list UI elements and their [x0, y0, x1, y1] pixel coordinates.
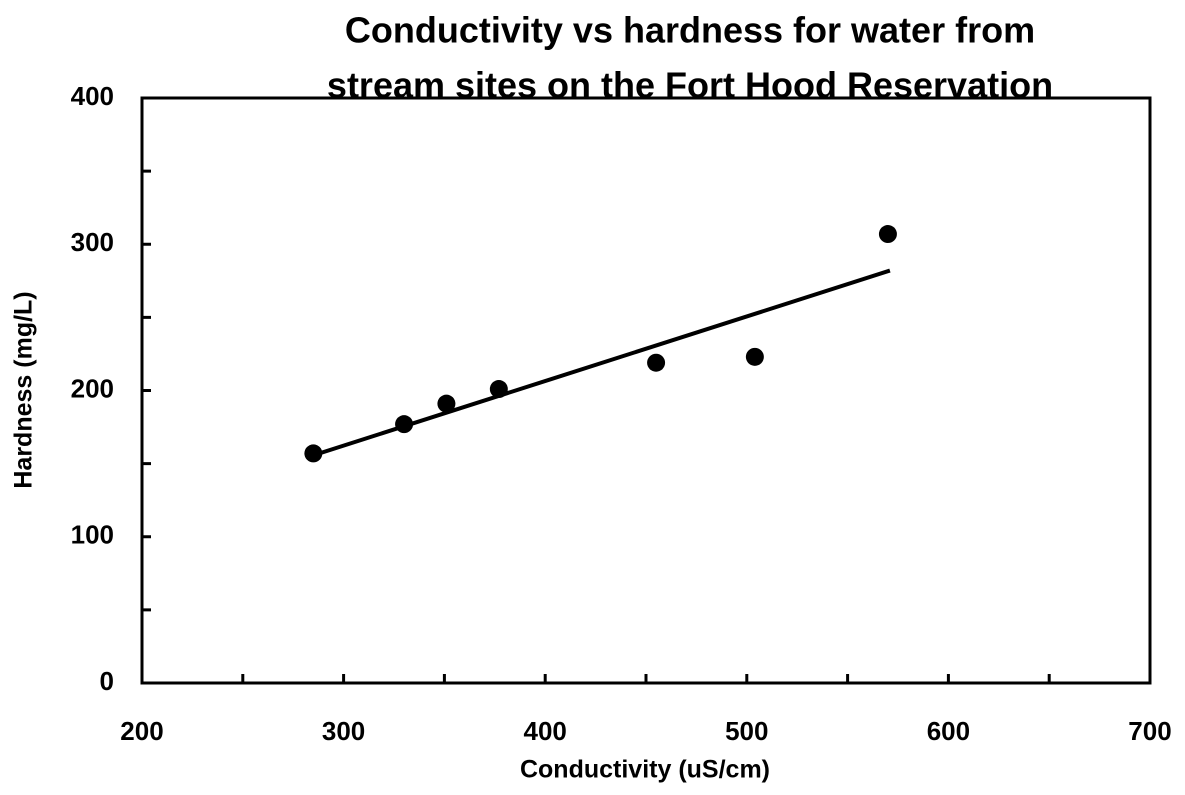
- data-point: [437, 394, 456, 413]
- plot-frame: [140, 96, 1152, 685]
- x-tick-label: 300: [322, 716, 365, 746]
- x-tick-label: 700: [1128, 716, 1171, 746]
- y-tick-label: 300: [71, 227, 114, 257]
- x-tick-label: 200: [120, 716, 163, 746]
- data-point: [489, 380, 508, 399]
- trend-line: [318, 268, 891, 456]
- y-tick-label: 100: [71, 520, 114, 550]
- y-axis-title: Hardness (mg/L): [10, 291, 38, 488]
- chart-title: stream sites on the Fort Hood Reservatio…: [327, 65, 1053, 106]
- data-point: [745, 347, 764, 366]
- data-point: [878, 225, 897, 244]
- data-point: [647, 353, 666, 372]
- data-point: [395, 415, 414, 434]
- y-tick-label: 0: [100, 666, 114, 696]
- x-tick-label: 400: [524, 716, 567, 746]
- x-tick-label: 600: [927, 716, 970, 746]
- y-tick-label: 200: [71, 373, 114, 403]
- data-point: [304, 444, 323, 463]
- x-tick-label: 500: [725, 716, 768, 746]
- x-axis-title: Conductivity (uS/cm): [520, 756, 770, 784]
- y-tick-label: 400: [71, 81, 114, 111]
- chart-title: Conductivity vs hardness for water from: [345, 10, 1035, 51]
